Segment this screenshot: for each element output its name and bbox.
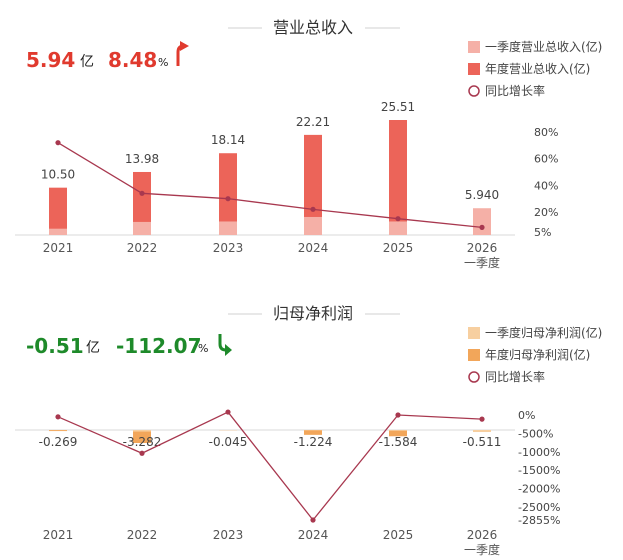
profit-unit: 亿: [86, 340, 100, 356]
profit-growth: -112.07: [116, 334, 201, 358]
revenue-growth-line: [57, 142, 483, 229]
profit-growth-point: [479, 416, 485, 422]
profit-x-tick: 2025: [383, 528, 414, 542]
profit-right-tick: -2000%: [518, 483, 560, 496]
revenue-growth: 8.48: [108, 48, 157, 72]
down-arrow-icon: [218, 334, 232, 356]
revenue-x-tick-sub: 一季度: [464, 255, 500, 270]
profit-right-tick: -500%: [518, 427, 553, 440]
revenue-title: 营业总收入: [273, 18, 353, 37]
annual-profit-bar: [133, 430, 151, 443]
q1-revenue-bar: [389, 221, 407, 235]
revenue-growth-unit: %: [158, 56, 168, 69]
profit-right-tick: -1000%: [518, 446, 560, 459]
revenue-x-tick: 2024: [298, 241, 329, 255]
revenue-right-tick: 40%: [534, 179, 558, 192]
legend-swatch-annual-revenue: [468, 63, 480, 75]
q1-revenue-bar: [304, 216, 322, 235]
profit-growth-point: [139, 450, 145, 456]
q1-profit-bar: [473, 430, 491, 433]
annual-profit-bar: [49, 430, 67, 432]
profit-x-tick: 2022: [127, 528, 158, 542]
legend-annual-profit: 年度归母净利润(亿): [485, 347, 590, 362]
legend-revenue-growth: 同比增长率: [485, 83, 545, 98]
profit-x-tick: 2024: [298, 528, 329, 542]
revenue-growth-point: [225, 196, 231, 202]
revenue-x-tick: 2023: [213, 241, 244, 255]
revenue-data-label: 18.14: [211, 133, 245, 147]
legend-q1-revenue: 一季度营业总收入(亿): [485, 39, 602, 54]
revenue-right-tick: 60%: [534, 153, 558, 166]
revenue-x-tick: 2021: [43, 241, 74, 255]
profit-growth-line: [57, 411, 483, 522]
profit-x-tick-sub: 一季度: [464, 542, 500, 557]
profit-right-tick: 0%: [518, 409, 535, 422]
revenue-right-tick: 80%: [534, 126, 558, 139]
q1-profit-bar: [389, 430, 407, 431]
annual-profit-bar: [304, 430, 322, 435]
profit-data-label: -0.511: [463, 435, 502, 449]
legend-annual-revenue: 年度营业总收入(亿): [485, 61, 590, 76]
annual-profit-bar: [389, 430, 407, 437]
revenue-data-label: 25.51: [381, 100, 415, 114]
profit-x-tick: 2026: [467, 528, 498, 542]
annual-revenue-bar: [219, 153, 237, 235]
annual-revenue-bar: [49, 187, 67, 235]
legend-swatch-annual-profit: [468, 349, 480, 361]
q1-revenue-bar: [219, 221, 237, 235]
annual-revenue-bar: [133, 171, 151, 235]
legend-profit-growth: 同比增长率: [485, 369, 545, 384]
revenue-data-label: 10.50: [41, 168, 75, 182]
legend-swatch-q1-revenue: [468, 41, 480, 53]
profit-right-tick: -2500%: [518, 501, 560, 514]
revenue-unit: 亿: [80, 54, 94, 70]
profit-growth-point: [225, 409, 231, 415]
profit-data-label: -1.224: [294, 435, 333, 449]
profit-data-label: -0.045: [209, 435, 248, 449]
q1-profit-bar: [133, 430, 151, 432]
revenue-growth-point: [310, 206, 316, 212]
revenue-plot: 10.50 2021 13.98 2022 18.14 2023 22.21 2024 25.5…: [15, 100, 558, 270]
revenue-data-label: 13.98: [125, 152, 159, 166]
profit-data-label: -1.584: [379, 435, 418, 449]
revenue-right-tick: 20%: [534, 206, 558, 219]
q1-revenue-bar: [49, 228, 67, 235]
revenue-growth-point: [55, 140, 61, 146]
profit-x-tick: 2021: [43, 528, 74, 542]
profit-x-tick: 2023: [213, 528, 244, 542]
legend-swatch-revenue-growth: [468, 85, 480, 97]
profit-title: 归母净利润: [273, 304, 353, 323]
profit-growth-unit: %: [198, 342, 208, 355]
legend-swatch-q1-profit: [468, 327, 480, 339]
revenue-growth-point: [395, 216, 401, 222]
q1-revenue-bar: [133, 221, 151, 235]
profit-plot: -0.269 2021 -3.282 2022 -0.045 2023 -1.224 2024…: [15, 409, 560, 557]
profit-data-label: -3.282: [123, 435, 162, 449]
revenue-right-tick: 5%: [534, 226, 551, 239]
profit-growth-point: [55, 414, 61, 420]
profit-growth-point: [310, 517, 316, 523]
profit-growth-point: [395, 412, 401, 418]
revenue-x-tick: 2022: [127, 241, 158, 255]
legend-swatch-profit-growth: [468, 371, 480, 383]
profit-data-label: -0.269: [39, 435, 78, 449]
revenue-value: 5.94: [26, 48, 75, 72]
annual-revenue-bar: [389, 120, 407, 235]
revenue-x-tick: 2026: [467, 241, 498, 255]
revenue-data-label: 22.21: [296, 115, 330, 129]
legend-q1-profit: 一季度归母净利润(亿): [485, 325, 602, 340]
profit-right-tick: -1500%: [518, 464, 560, 477]
revenue-x-tick: 2025: [383, 241, 414, 255]
q1-revenue-bar: [473, 208, 491, 235]
revenue-data-label: 5.940: [465, 188, 499, 202]
up-arrow-icon: [176, 41, 189, 66]
revenue-growth-point: [139, 190, 145, 196]
profit-right-tick: -2855%: [518, 514, 560, 527]
profit-value: -0.51: [26, 334, 84, 358]
revenue-growth-point: [479, 224, 485, 230]
